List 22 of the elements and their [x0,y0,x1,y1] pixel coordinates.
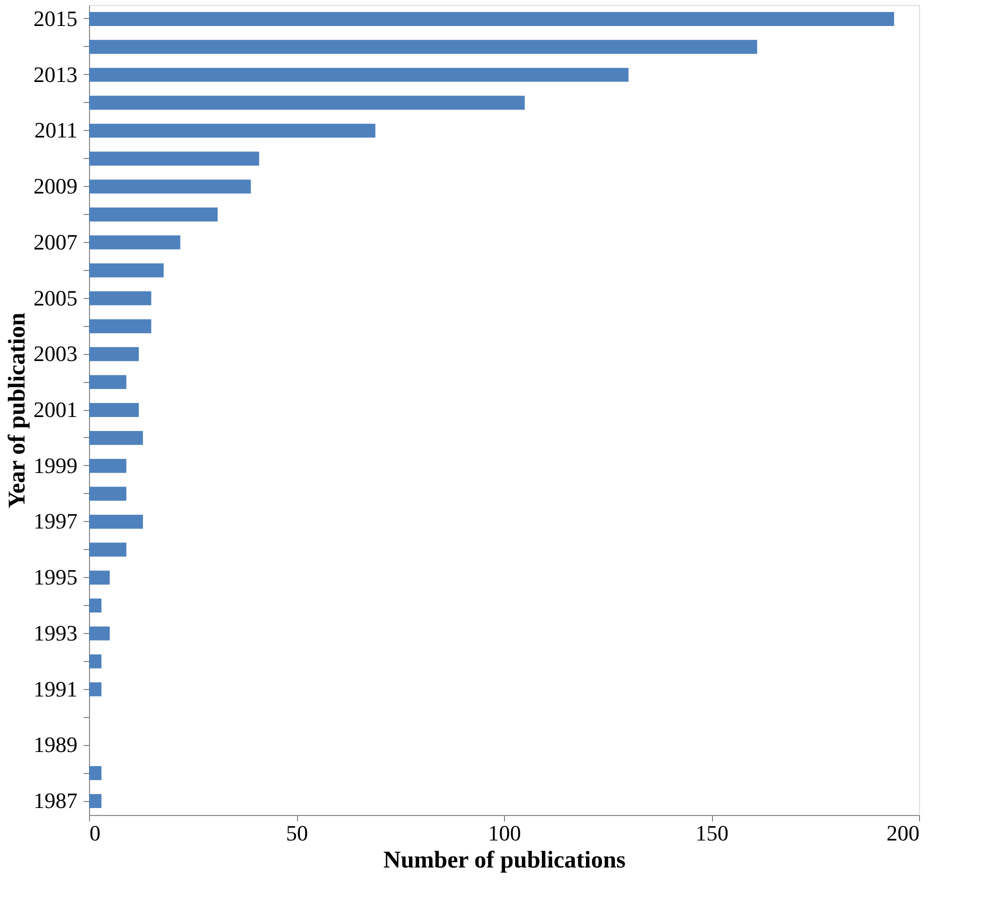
y-tick-label: 2013 [34,62,78,87]
y-axis-title: Year of publication [4,312,30,508]
y-tick-label: 1997 [34,508,78,534]
y-tick-label: 1991 [34,676,78,702]
y-tick-label: 2011 [34,118,78,143]
y-tick-label: 1989 [34,732,78,758]
y-tick-label: 1999 [34,452,78,478]
y-tick-label: 1987 [34,788,78,814]
y-tick-label: 2001 [34,397,78,422]
y-tick-label: 2003 [34,341,78,366]
x-tick-label: 150 [696,820,728,846]
y-tick-label: 2005 [34,285,78,310]
x-tick-label: 100 [488,820,521,846]
y-tick-label: 1995 [34,564,78,590]
y-tick-label: 2015 [34,6,78,31]
x-tick-label: 200 [886,820,920,846]
y-tick-label: 2007 [34,229,78,254]
x-axis-title: Number of publications [383,848,626,874]
x-tick-label: 0 [90,820,100,846]
x-tick-label: 50 [286,820,308,846]
y-tick-label: 2009 [34,174,78,199]
y-tick-label: 1993 [34,620,78,646]
